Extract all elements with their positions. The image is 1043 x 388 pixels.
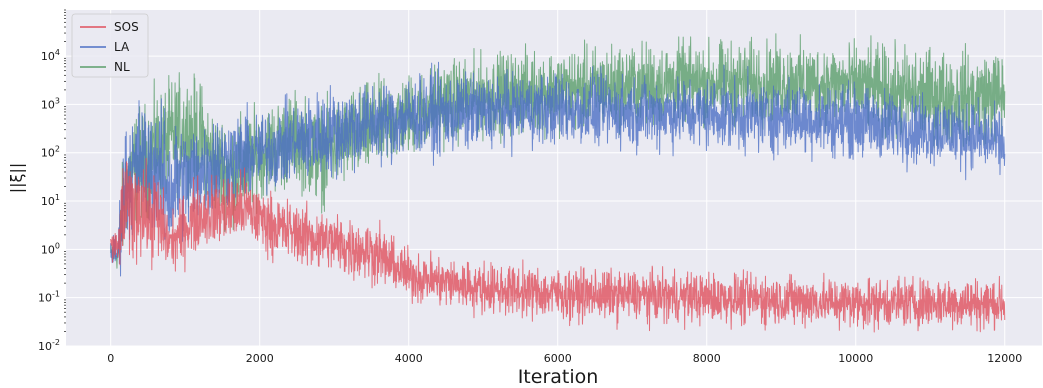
y-tick-label-5: 103 [41, 96, 60, 111]
x-axis-label: Iteration [518, 366, 599, 388]
x-tick-label-5: 10000 [838, 352, 873, 365]
x-tick-label-2: 4000 [395, 352, 423, 365]
series-layer [110, 33, 1006, 333]
y-tick-label-6: 104 [41, 48, 60, 63]
y-tick-label-2: 100 [41, 241, 60, 256]
y-tick-label-4: 102 [41, 145, 60, 160]
x-tick-labels: 0 2000 4000 6000 8000 10000 12000 [107, 352, 1022, 365]
legend-label-la: LA [114, 40, 130, 54]
y-minor-ticks [64, 9, 66, 332]
legend-label-nl: NL [114, 60, 130, 74]
y-tick-label-0: 10-2 [38, 338, 60, 353]
series-sos-line [110, 157, 1006, 333]
x-tick-label-1: 2000 [246, 352, 274, 365]
series-la-line [110, 61, 1006, 277]
y-tick-labels: 10-2 10-1 100 101 102 103 104 [38, 48, 60, 353]
legend: SOS LA NL [71, 13, 149, 78]
y-axis-label: ||ξ|| [7, 163, 26, 193]
y-tick-label-1: 10-1 [38, 290, 60, 305]
x-tick-label-0: 0 [107, 352, 114, 365]
legend-box [71, 13, 149, 78]
x-tick-label-3: 6000 [544, 352, 572, 365]
y-tick-label-3: 101 [41, 193, 60, 208]
x-tick-label-6: 12000 [987, 352, 1022, 365]
x-tick-label-4: 8000 [693, 352, 721, 365]
legend-label-sos: SOS [114, 20, 139, 34]
